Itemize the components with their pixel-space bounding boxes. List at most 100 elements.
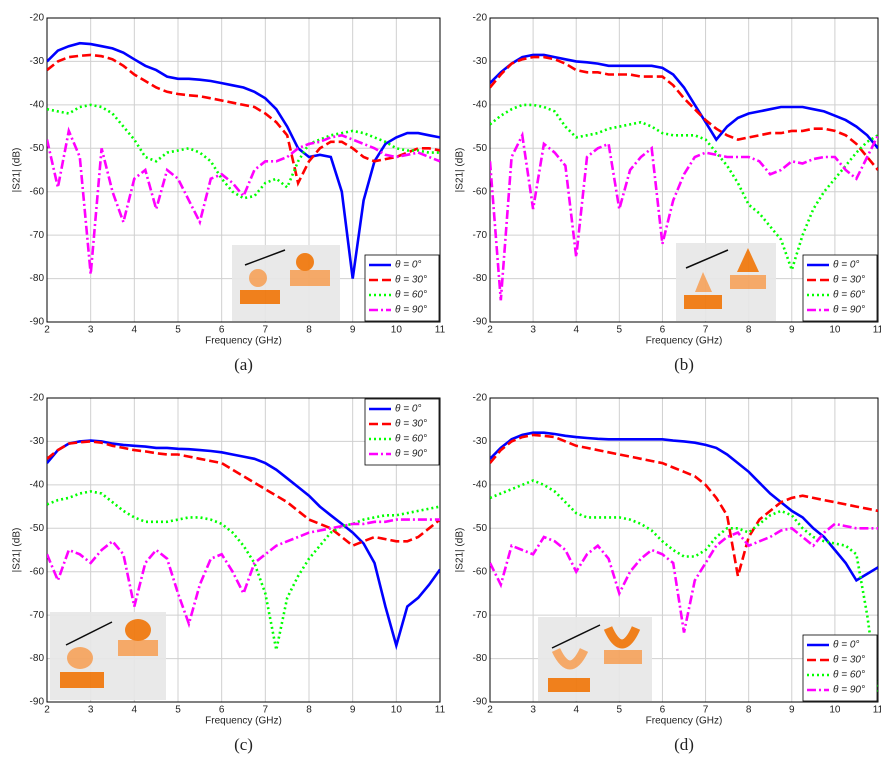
data-line	[47, 126, 440, 275]
y-tick-label: -30	[473, 56, 488, 67]
y-tick-label: -90	[30, 317, 45, 328]
legend-label: θ = 30°	[833, 655, 865, 666]
y-tick-label: -60	[30, 566, 45, 577]
inset-shape	[240, 290, 280, 304]
inset-shape	[249, 269, 267, 287]
x-tick-label: 10	[829, 705, 841, 716]
x-tick-label: 10	[829, 325, 841, 336]
y-tick-label: -70	[473, 610, 488, 621]
x-tick-label: 4	[573, 325, 579, 336]
x-tick-label: 2	[487, 325, 493, 336]
inset-shape	[604, 650, 642, 664]
y-tick-label: -70	[473, 230, 488, 241]
inset-arrow	[65, 621, 113, 646]
x-tick-label: 3	[530, 325, 536, 336]
inset-shape	[67, 647, 93, 669]
legend-label: θ = 90°	[833, 685, 865, 696]
caption: (d)	[674, 735, 694, 754]
data-line	[490, 53, 878, 150]
x-tick-label: 6	[219, 705, 225, 716]
x-tick-label: 4	[573, 705, 579, 716]
x-tick-label: 5	[617, 705, 623, 716]
inset-shape	[125, 619, 151, 641]
inset-shape	[730, 275, 766, 289]
x-tick-label: 2	[487, 705, 493, 716]
x-tick-label: 8	[306, 325, 312, 336]
y-tick-label: -30	[473, 436, 488, 447]
x-tick-label: 7	[703, 325, 709, 336]
x-tick-label: 5	[175, 325, 181, 336]
panel: -90 -80 -70 -60 -50 -40 -30 -20 2 3 4 5 6 7 8 9 10 11 Freq…	[455, 393, 881, 754]
x-tick-label: 10	[391, 705, 403, 716]
legend-label: θ = 30°	[395, 275, 427, 286]
x-tick-label: 6	[660, 705, 666, 716]
y-axis-title: |S21| (dB)	[455, 528, 466, 573]
data-line	[490, 103, 878, 275]
inset-shape	[603, 626, 641, 649]
legend-label: θ = 90°	[395, 305, 427, 316]
inset-arrow	[244, 249, 286, 266]
x-tick-label: 9	[350, 325, 356, 336]
plot-frame	[489, 397, 879, 703]
data-line	[490, 433, 878, 577]
legend-label: θ = 0°	[395, 260, 421, 271]
x-tick-label: 4	[132, 705, 138, 716]
x-tick-label: 11	[873, 705, 881, 716]
inset-shape	[684, 295, 722, 309]
y-tick-label: -80	[473, 273, 488, 284]
x-tick-label: 7	[703, 705, 709, 716]
y-tick-label: -40	[30, 479, 45, 490]
antenna-inset	[676, 243, 776, 321]
x-tick-label: 8	[746, 325, 752, 336]
legend-label: θ = 0°	[395, 404, 421, 415]
y-tick-label: -40	[30, 99, 45, 110]
inset-shape	[551, 647, 589, 670]
y-axis-title: |S21| (dB)	[12, 148, 23, 193]
x-tick-label: 7	[263, 325, 269, 336]
y-tick-label: -40	[473, 99, 488, 110]
data-line	[47, 440, 440, 548]
caption: (c)	[234, 735, 253, 754]
y-tick-label: -70	[30, 230, 45, 241]
x-tick-label: 5	[175, 705, 181, 716]
data-line	[47, 518, 440, 629]
x-tick-label: 11	[435, 325, 446, 336]
x-tick-label: 3	[530, 705, 536, 716]
legend-label: θ = 90°	[833, 305, 865, 316]
x-tick-label: 8	[306, 705, 312, 716]
y-axis-title: |S21| (dB)	[12, 528, 23, 573]
legend-label: θ = 0°	[833, 260, 859, 271]
data-line	[47, 439, 440, 651]
y-tick-label: -90	[473, 697, 488, 708]
x-tick-label: 2	[44, 705, 50, 716]
y-tick-label: -50	[473, 143, 488, 154]
x-axis-title: Frequency (GHz)	[646, 336, 723, 347]
panel: -90 -80 -70 -60 -50 -40 -30 -20 2 3 4 5 6 7 8 9 10 11 Freq…	[455, 13, 881, 374]
data-line	[47, 53, 440, 187]
y-tick-label: -30	[30, 436, 45, 447]
y-tick-label: -50	[473, 523, 488, 534]
data-line	[47, 490, 440, 651]
inset-arrow	[551, 624, 601, 649]
x-axis-title: Frequency (GHz)	[205, 716, 282, 727]
y-tick-label: -20	[30, 13, 45, 24]
y-tick-label: -20	[30, 393, 45, 404]
inset-shape	[695, 272, 712, 292]
plot-frame	[46, 17, 441, 323]
inset-shape	[290, 270, 330, 286]
x-tick-label: 11	[435, 705, 446, 716]
caption: (b)	[674, 355, 694, 374]
legend-label: θ = 60°	[833, 670, 865, 681]
x-tick-label: 2	[44, 325, 50, 336]
y-tick-label: -50	[30, 143, 45, 154]
y-tick-label: -60	[30, 186, 45, 197]
x-tick-label: 9	[350, 705, 356, 716]
data-line	[490, 130, 878, 301]
y-tick-label: -30	[30, 56, 45, 67]
legend-label: θ = 60°	[395, 434, 427, 445]
y-tick-label: -40	[473, 479, 488, 490]
antenna-inset	[538, 617, 652, 701]
data-line	[490, 479, 878, 694]
y-tick-label: -50	[30, 523, 45, 534]
